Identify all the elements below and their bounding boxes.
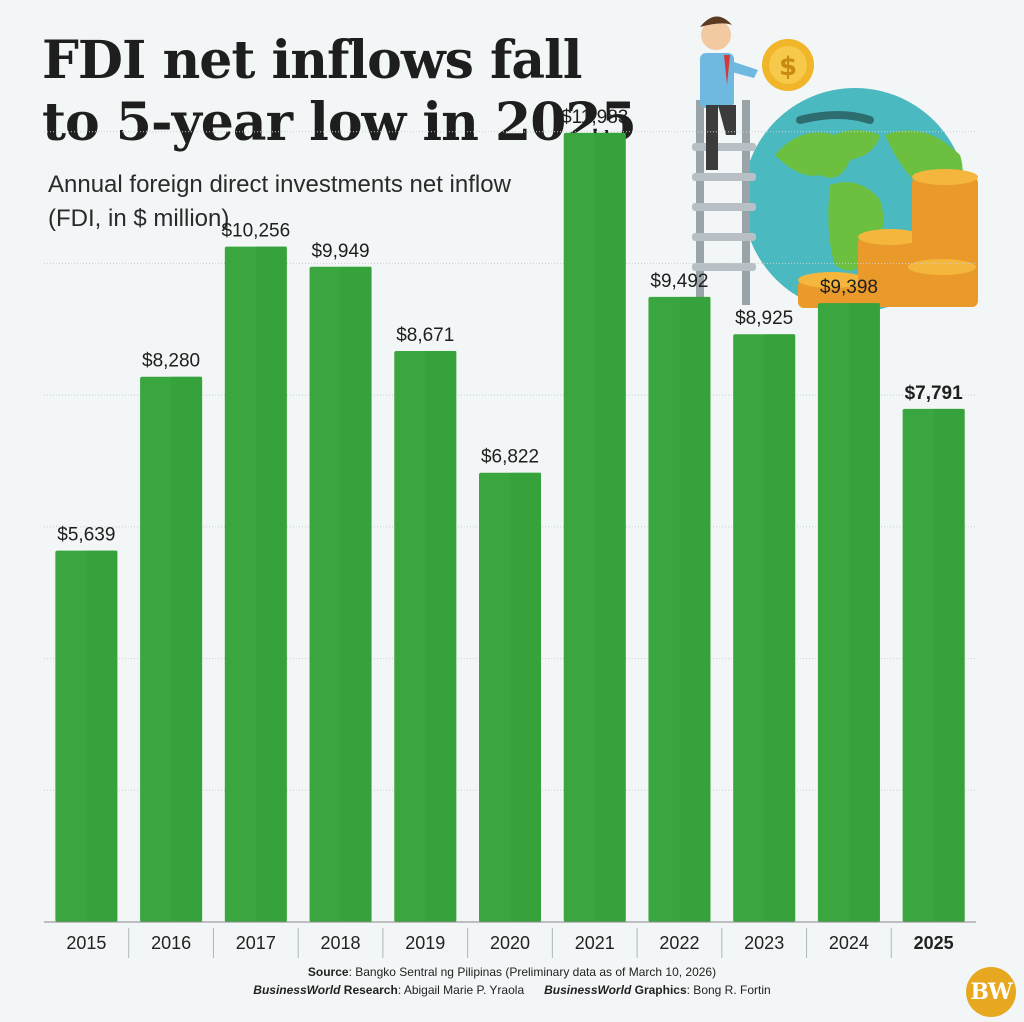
bar-shade (425, 350, 457, 922)
title-line-2: to 5-year low in 2025 (42, 92, 637, 153)
research-label: Research (340, 983, 398, 997)
bar-2022 (648, 296, 711, 922)
value-label: $6,822 (481, 447, 539, 468)
x-tick-label: 2025 (914, 933, 954, 953)
value-labels: $5,639 $8,280 $10,256 $9,949 $8,671 $6,822 $11… (57, 107, 963, 546)
bar-2019 (394, 350, 457, 922)
bar-chart: $5,639 $8,280 $10,256 $9,949 $8,671 $6,822 $11… (44, 107, 976, 958)
value-label: $9,492 (650, 271, 708, 292)
bar-shade (510, 472, 541, 922)
x-axis: 2015 2016 2017 2018 2019 2020 2021 2022 2023 2024… (44, 921, 976, 958)
bar-2024 (817, 303, 880, 922)
x-tick-label: 2022 (659, 933, 699, 953)
globe-coins-illustration: $ (692, 16, 978, 312)
bars (55, 132, 965, 923)
person-icon (700, 16, 758, 170)
x-tick-label: 2017 (236, 933, 276, 953)
chart-footer: Source: Bangko Sentral ng Pilipinas (Pre… (0, 963, 1024, 999)
chart-subtitle: Annual foreign direct investments net in… (48, 168, 511, 236)
source-label: Source (307, 965, 349, 979)
value-label: $8,671 (396, 325, 454, 346)
businessworld-logo: BW (966, 967, 1016, 1017)
bar-shade (848, 303, 880, 922)
subtitle-line-2: (FDI, in $ million) (48, 205, 230, 232)
value-label: $5,639 (57, 525, 115, 546)
x-tick-label: 2016 (151, 933, 191, 953)
source-line: Source: Bangko Sentral ng Pilipinas (Pre… (0, 963, 1024, 981)
bar-shade (933, 408, 965, 923)
value-label: $7,791 (905, 383, 964, 404)
bar-shade (679, 296, 711, 922)
bar-2016 (140, 376, 203, 922)
svg-text:$: $ (779, 52, 797, 82)
x-tick-label: 2018 (321, 933, 361, 953)
value-label: $10,256 (221, 221, 290, 242)
x-tick-label: 2024 (829, 933, 869, 953)
bar-2023 (733, 334, 796, 923)
x-tick-label: 2023 (744, 933, 784, 953)
coin-stacks-icon (798, 169, 978, 308)
bar-2017 (224, 246, 287, 922)
credits-line: BusinessWorld Research: Abigail Marie P.… (0, 981, 1024, 999)
chart-title: FDI net inflows fall to 5-year low in 20… (42, 30, 637, 154)
x-tick-label: 2020 (490, 933, 530, 953)
x-tick-label: 2021 (575, 933, 615, 953)
value-label: $11,983 (561, 107, 628, 128)
value-label: $8,925 (735, 308, 793, 329)
source-text: : Bangko Sentral ng Pilipinas (Prelimina… (348, 965, 717, 979)
bar-shade (255, 246, 287, 922)
bar-shade (594, 132, 626, 922)
bar-shade (86, 550, 118, 922)
subtitle-line-1: Annual foreign direct investments net in… (48, 171, 511, 198)
graphics-name: : Bong R. Fortin (686, 983, 771, 997)
graphics-label: Graphics (631, 983, 687, 997)
bar-shade (764, 334, 796, 923)
value-label: $9,949 (311, 241, 369, 262)
x-tick-label: 2019 (405, 933, 445, 953)
bar-2021 (563, 132, 626, 922)
bar-2020 (479, 472, 541, 922)
value-label: $8,280 (142, 351, 200, 372)
graphics-brand: BusinessWorld (544, 983, 632, 997)
dollar-coin-icon: $ (762, 39, 814, 91)
value-label: $9,398 (820, 277, 878, 298)
bar-2015 (55, 550, 118, 922)
research-brand: BusinessWorld (253, 983, 341, 997)
bar-2018 (309, 266, 372, 922)
x-tick-label: 2015 (66, 933, 106, 953)
bar-shade (171, 376, 203, 922)
bar-shade (340, 266, 372, 922)
research-name: : Abigail Marie P. Yraola (397, 983, 525, 997)
title-line-1: FDI net inflows fall (42, 30, 583, 91)
bar-2025 (902, 408, 965, 923)
